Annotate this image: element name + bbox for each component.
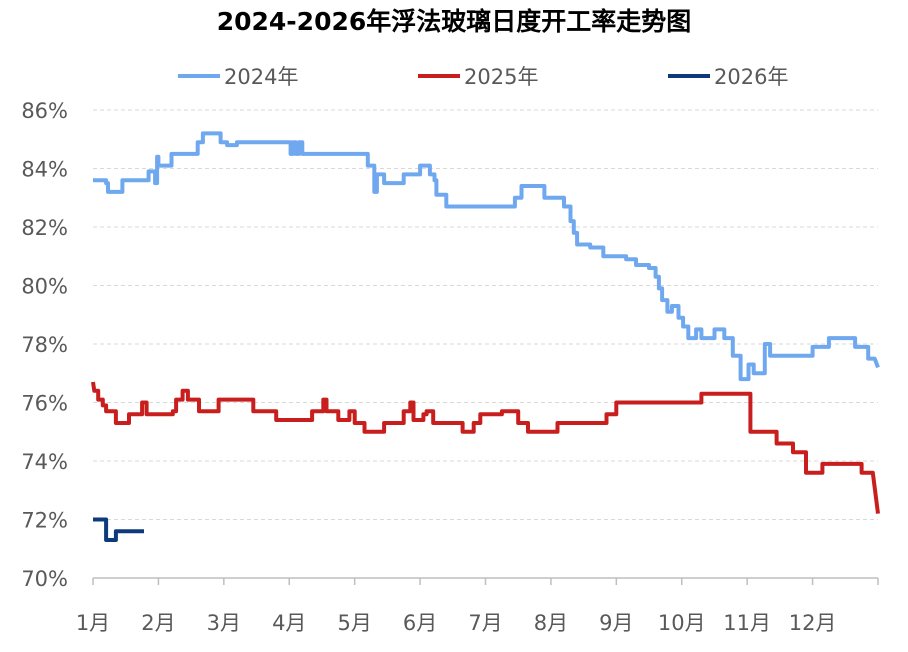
grid	[93, 109, 878, 520]
x-tick-label: 10月	[658, 611, 706, 635]
y-tick-label: 74%	[21, 450, 68, 474]
y-tick-label: 78%	[21, 333, 68, 357]
series-line-2026	[93, 517, 144, 542]
y-tick-label: 80%	[21, 275, 68, 299]
y-tick-label: 70%	[21, 567, 68, 591]
legend-item-2024: 2024年	[178, 65, 298, 89]
x-tick-label: 4月	[272, 611, 306, 635]
legend-label-2025: 2025年	[464, 65, 538, 89]
x-tick-label: 2月	[141, 611, 175, 635]
series-group	[91, 131, 880, 542]
x-axis: 1月 2月 3月 4月 5月 6月 7月 8月 9月 10月 11月 12月	[76, 577, 879, 635]
x-tick-label: 5月	[337, 611, 371, 635]
y-tick-label: 76%	[21, 392, 68, 416]
x-tick-label: 1月	[76, 611, 110, 635]
legend-item-2026: 2026年	[668, 65, 788, 89]
x-tick-label: 12月	[789, 611, 837, 635]
x-tick-label: 11月	[723, 611, 771, 635]
y-tick-label: 84%	[21, 158, 68, 182]
x-tick-label: 7月	[468, 611, 502, 635]
series-line-2024	[93, 131, 880, 382]
series-line-2025	[91, 381, 880, 514]
chart-title: 2024-2026年浮法玻璃日度开工率走势图	[217, 7, 692, 36]
legend: 2024年 2025年 2026年	[178, 65, 788, 89]
legend-item-2025: 2025年	[418, 65, 538, 89]
y-tick-label: 82%	[21, 216, 68, 240]
x-tick-label: 3月	[207, 611, 241, 635]
x-tick-label: 8月	[534, 611, 568, 635]
x-tick-label: 9月	[599, 611, 633, 635]
legend-label-2026: 2026年	[714, 65, 788, 89]
legend-label-2024: 2024年	[224, 65, 298, 89]
y-tick-label: 86%	[21, 99, 68, 123]
x-tick-label: 6月	[403, 611, 437, 635]
y-tick-label: 72%	[21, 509, 68, 533]
y-axis: 70% 72% 74% 76% 78% 80% 82% 84% 86%	[21, 99, 68, 591]
